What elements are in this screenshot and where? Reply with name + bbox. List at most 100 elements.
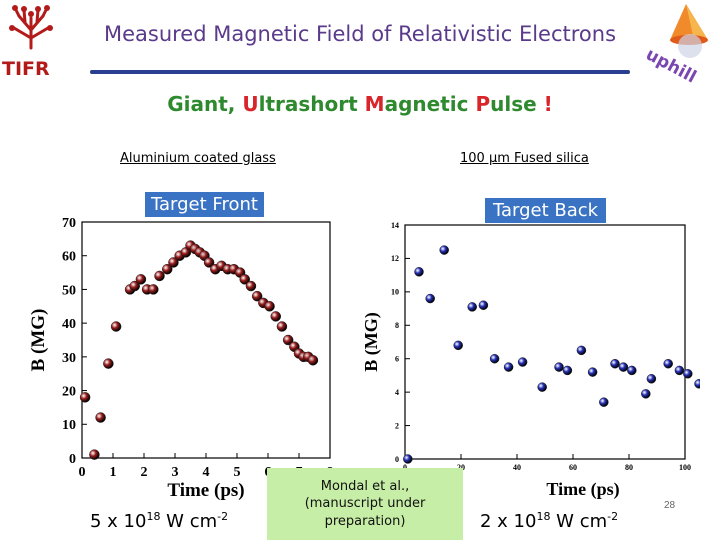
x-tick-label: 40 xyxy=(513,463,521,472)
data-point xyxy=(537,382,547,392)
x-tick-label: 0 xyxy=(403,463,407,472)
data-point xyxy=(414,267,424,277)
page-number: 28 xyxy=(664,500,676,511)
data-point xyxy=(489,353,500,364)
data-point xyxy=(453,340,463,351)
data-point xyxy=(168,257,179,268)
data-point xyxy=(627,365,637,376)
data-point xyxy=(478,300,489,310)
y-tick-label: 40 xyxy=(62,317,76,332)
data-point xyxy=(517,357,528,367)
data-point xyxy=(587,367,598,377)
data-point xyxy=(203,257,215,268)
left-panel-caption: Aluminium coated glass xyxy=(120,151,276,166)
y-tick-label: 4 xyxy=(395,388,399,397)
data-point xyxy=(503,362,514,372)
y-tick-label: 8 xyxy=(395,321,399,330)
left-intensity-unit: W cm xyxy=(160,511,218,532)
page-title: Measured Magnetic Field of Relativistic … xyxy=(103,22,617,46)
left-intensity-unit-exp: -2 xyxy=(217,510,229,523)
x-tick-label: 100 xyxy=(679,463,691,472)
data-point xyxy=(307,354,319,366)
data-point xyxy=(576,345,587,356)
data-point xyxy=(641,389,651,399)
data-point xyxy=(110,321,122,332)
data-point xyxy=(239,274,250,285)
data-point xyxy=(162,263,173,275)
x-tick-label: 60 xyxy=(569,463,577,472)
data-point xyxy=(683,369,693,379)
uphill-logo: uphill xyxy=(642,0,720,92)
y-tick-label: 70 xyxy=(62,216,76,231)
title-divider xyxy=(90,70,630,74)
data-point xyxy=(270,311,281,322)
data-point xyxy=(646,374,657,384)
right-intensity-unit-exp: -2 xyxy=(607,510,619,523)
y-tick-label: 14 xyxy=(391,221,399,230)
y-tick-label: 50 xyxy=(62,283,76,298)
subtitle-letter-m: M xyxy=(364,92,385,116)
y-tick-label: 12 xyxy=(391,254,399,263)
chart-right-magnetic-field: 0 20 40 60 80 100 0 2 4 6 8 10 12 14 Time (ps) B (MG) xyxy=(365,221,700,500)
left-intensity-base: 5 x 10 xyxy=(90,511,147,532)
x-tick-label: 3 xyxy=(172,465,179,480)
chart-left-magnetic-field: 012345678010203040506070Time (ps)B (MG) xyxy=(28,216,334,500)
x-axis-label: Time (ps) xyxy=(546,479,619,500)
uphill-cone-icon xyxy=(670,4,708,58)
y-tick-label: 0 xyxy=(69,452,76,467)
data-point xyxy=(467,302,477,312)
data-point xyxy=(425,293,435,304)
subtitle-word-magnetic: agnetic xyxy=(384,92,476,116)
y-tick-label: 30 xyxy=(62,351,76,366)
y-tick-label: 6 xyxy=(395,355,399,364)
data-point xyxy=(79,392,91,403)
subtitle-word-pulse: ulse xyxy=(490,92,544,116)
right-intensity-unit: W cm xyxy=(550,511,608,532)
data-point xyxy=(135,274,147,285)
data-point xyxy=(264,301,275,312)
subtitle-word-ultrashort: ltrashort xyxy=(258,92,365,116)
left-intensity: 5 x 1018 W cm-2 xyxy=(90,510,228,532)
subtitle-letter-p: P xyxy=(475,92,491,116)
data-point xyxy=(674,365,685,376)
data-point xyxy=(554,362,564,372)
y-tick-label: 10 xyxy=(391,288,399,297)
x-tick-label: 4 xyxy=(203,465,210,480)
y-axis-label: B (MG) xyxy=(28,309,49,372)
subtitle-word-giant: Giant, xyxy=(167,92,243,116)
tifr-logo-text: TIFR xyxy=(2,58,50,80)
x-tick-label: 2 xyxy=(141,465,148,480)
subtitle-letter-u: U xyxy=(242,92,259,116)
x-axis-label: Time (ps) xyxy=(167,480,244,500)
right-intensity-base: 2 x 10 xyxy=(480,511,537,532)
x-tick-label: 0 xyxy=(79,465,86,480)
right-panel-caption: 100 μm Fused silica xyxy=(460,151,589,166)
data-point xyxy=(245,280,257,292)
citation-line-3: preparation) xyxy=(324,513,406,529)
right-intensity-exp: 18 xyxy=(536,510,551,523)
data-point xyxy=(562,365,573,376)
data-point xyxy=(403,454,413,464)
right-intensity: 2 x 1018 W cm-2 xyxy=(480,510,618,532)
y-tick-label: 10 xyxy=(62,418,76,433)
data-point xyxy=(148,284,159,295)
tifr-logo: TIFR xyxy=(0,0,62,88)
data-point xyxy=(599,397,609,407)
data-point xyxy=(95,412,106,423)
y-tick-label: 0 xyxy=(395,455,399,464)
data-point xyxy=(663,358,673,369)
data-point xyxy=(610,358,620,369)
tifr-tree-icon xyxy=(0,0,62,88)
x-tick-label: 20 xyxy=(457,463,465,472)
x-tick-label: 80 xyxy=(625,463,633,472)
y-tick-label: 20 xyxy=(62,384,76,399)
citation-line-1: Mondal et al., xyxy=(320,478,410,494)
x-tick-label: 5 xyxy=(234,465,241,480)
right-target-label: Target Back xyxy=(485,198,607,223)
data-point xyxy=(276,321,288,332)
data-point xyxy=(154,270,165,282)
citation-note: Mondal et al., (manuscript under prepara… xyxy=(267,468,463,540)
left-target-label: Target Front xyxy=(145,192,264,217)
subtitle-exclaim: ! xyxy=(543,92,553,116)
y-axis-label: B (MG) xyxy=(365,312,382,371)
